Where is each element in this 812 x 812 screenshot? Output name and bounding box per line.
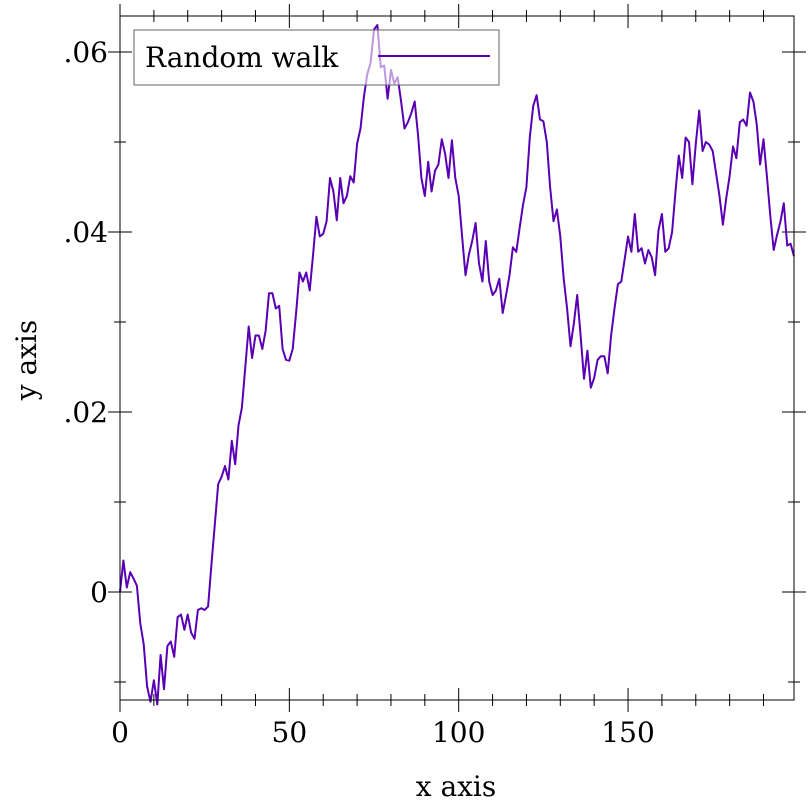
tick-labels: 0 50 100 150 0 .02 .04 .06 (63, 36, 654, 749)
y-tick-label: .02 (63, 396, 108, 429)
y-tick-label: 0 (90, 576, 108, 609)
plot-area-frame (119, 15, 795, 701)
legend-box (133, 29, 500, 86)
x-tick-label: 100 (432, 716, 485, 749)
x-tick-label: 50 (272, 716, 308, 749)
axis-ticks (108, 4, 806, 712)
x-axis-title: x axis (416, 770, 497, 803)
x-tick-label: 0 (111, 716, 129, 749)
y-tick-label: .04 (63, 216, 108, 249)
y-axis-title: y axis (10, 320, 43, 402)
legend-label-random-walk: Random walk (145, 41, 339, 74)
y-tick-label: .06 (63, 36, 108, 69)
x-tick-label: 150 (601, 716, 654, 749)
series-line-random-walk (119, 24, 795, 706)
legend: Random walk (133, 29, 500, 86)
